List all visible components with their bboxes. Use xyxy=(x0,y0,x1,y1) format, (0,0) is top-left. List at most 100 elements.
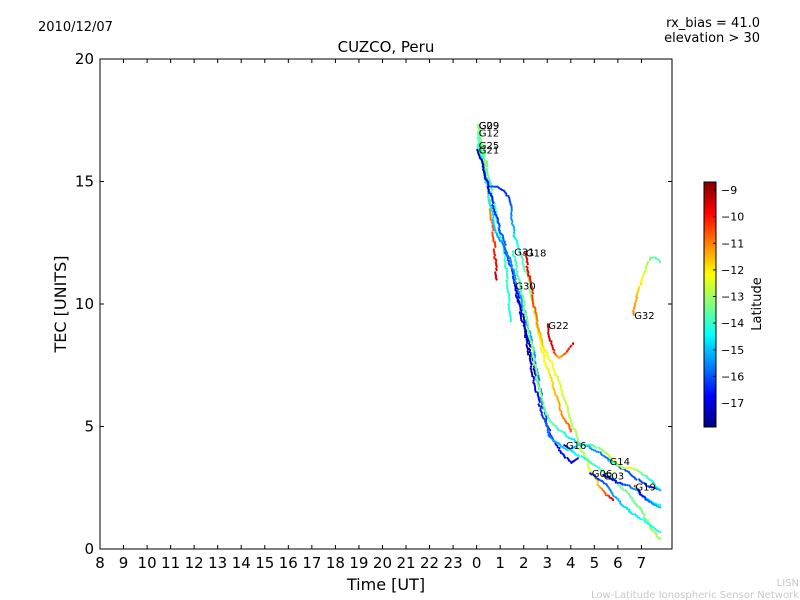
data-point xyxy=(520,301,523,305)
data-point xyxy=(491,211,495,214)
data-point xyxy=(482,166,485,169)
data-point xyxy=(659,261,662,264)
data-point xyxy=(553,369,556,372)
data-point xyxy=(519,295,523,298)
data-point xyxy=(622,467,626,470)
data-point xyxy=(568,413,571,417)
data-point xyxy=(604,494,608,497)
data-point xyxy=(652,486,655,489)
data-point xyxy=(553,390,556,393)
data-point xyxy=(596,465,599,468)
data-point xyxy=(616,481,619,484)
data-point xyxy=(577,455,581,458)
data-point xyxy=(507,304,511,307)
data-point xyxy=(550,377,553,381)
data-point xyxy=(659,506,662,509)
data-point xyxy=(546,427,549,430)
data-point xyxy=(643,272,646,275)
data-point xyxy=(530,371,534,375)
data-point xyxy=(650,528,653,531)
data-point xyxy=(530,365,533,368)
y-tick-label: 20 xyxy=(75,50,94,68)
colorbar-tick-label: −17 xyxy=(721,397,744,410)
data-point xyxy=(536,381,539,384)
data-point xyxy=(608,477,611,480)
data-point xyxy=(561,391,564,394)
data-point xyxy=(547,329,550,333)
series-label-g12: G12 xyxy=(479,129,499,140)
data-point xyxy=(636,291,639,294)
data-point xyxy=(520,300,523,303)
data-point xyxy=(506,277,509,280)
data-point xyxy=(506,285,509,288)
data-point xyxy=(498,226,501,229)
data-point xyxy=(542,400,545,403)
data-point xyxy=(480,141,483,144)
data-point xyxy=(557,428,560,432)
data-point xyxy=(532,379,535,382)
data-point xyxy=(515,292,518,295)
data-point xyxy=(550,340,553,343)
data-point xyxy=(503,257,506,260)
data-point xyxy=(567,409,570,412)
data-point xyxy=(527,323,530,327)
series-g31 xyxy=(511,250,662,492)
data-point xyxy=(560,430,563,433)
data-point xyxy=(639,281,642,284)
data-point xyxy=(522,306,525,309)
data-point xyxy=(648,486,651,489)
data-point xyxy=(625,467,628,470)
data-point xyxy=(571,422,574,425)
data-point xyxy=(503,240,506,243)
data-point xyxy=(553,349,556,352)
data-point xyxy=(519,307,522,310)
data-point xyxy=(529,351,532,355)
data-point xyxy=(532,376,535,379)
data-point xyxy=(531,297,534,300)
series-g14 xyxy=(607,459,662,492)
y-tick-label: 5 xyxy=(84,418,94,436)
data-point xyxy=(506,283,509,287)
data-point xyxy=(508,294,511,297)
data-point xyxy=(638,285,641,288)
x-tick-label: 1 xyxy=(495,554,505,572)
data-point xyxy=(593,446,597,449)
data-point xyxy=(547,367,550,370)
data-point xyxy=(492,237,495,240)
data-point xyxy=(513,229,516,232)
data-point xyxy=(546,323,550,326)
colorbar-tick-label: −16 xyxy=(721,370,744,383)
data-point xyxy=(531,345,534,348)
data-point xyxy=(546,429,549,432)
data-point xyxy=(641,481,644,484)
series-label-g03: G03 xyxy=(604,472,624,483)
colorbar-tick-label: −9 xyxy=(721,184,737,197)
data-point xyxy=(575,431,578,434)
data-point xyxy=(558,404,561,407)
data-point xyxy=(483,152,486,156)
data-point xyxy=(646,261,650,264)
data-point xyxy=(585,443,588,446)
data-point xyxy=(519,314,522,317)
data-point xyxy=(597,450,600,454)
data-point xyxy=(487,183,490,186)
data-point xyxy=(659,503,662,506)
x-tick-label: 10 xyxy=(138,554,157,572)
data-point xyxy=(498,224,501,227)
series-label-g30: G30 xyxy=(515,282,535,293)
data-point xyxy=(621,488,625,491)
data-point xyxy=(555,441,558,444)
data-point xyxy=(598,447,601,450)
data-point xyxy=(657,530,660,533)
data-point xyxy=(510,261,513,264)
data-point xyxy=(495,214,498,217)
data-point xyxy=(494,229,497,232)
y-tick-label: 0 xyxy=(84,540,94,558)
data-point xyxy=(495,265,498,268)
data-point xyxy=(515,239,519,242)
data-point xyxy=(584,457,587,461)
data-point xyxy=(539,405,543,408)
data-point xyxy=(538,400,541,403)
data-point xyxy=(508,297,511,300)
colorbar-tick-label: −14 xyxy=(721,317,744,330)
